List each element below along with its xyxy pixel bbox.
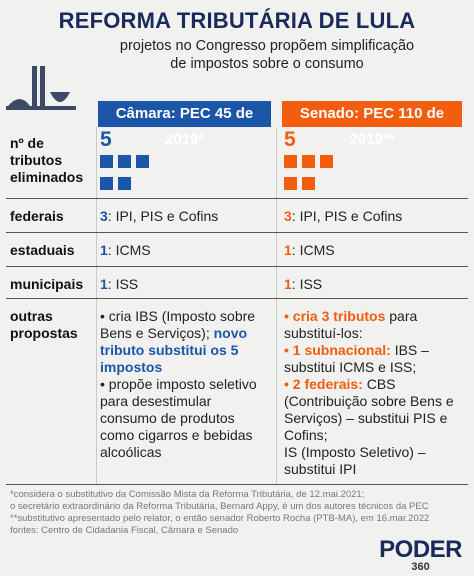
cell: • cria IBS (Imposto sobre Bens e Serviço… [100,308,270,461]
text: : ICMS [107,242,151,258]
text: • cria IBS (Imposto sobre Bens e Serviço… [100,308,256,341]
paragraph: 1: ISS [100,276,270,293]
highlight: • cria 3 tributos [284,308,386,324]
footnote: fontes: Centro de Cidadania Fiscal, Câma… [10,525,239,536]
text: : IPI, PIS e Cofins [107,208,219,224]
text: • propõe imposto seletivo para desestimu… [100,376,257,460]
divider [276,127,277,485]
count-icons [284,155,344,199]
count-square [118,177,131,190]
row-separator [6,484,468,485]
row-label: municipais [10,276,84,292]
divider [96,127,97,485]
subtitle: de impostos sobre o consumo [170,56,364,72]
subtitle: projetos no Congresso propõem simplifica… [119,38,415,54]
count-square [320,155,333,168]
congress-icon [6,66,76,110]
paragraph: 1: ICMS [284,242,464,259]
count-square [302,177,315,190]
count-square [100,177,113,190]
paragraph: • cria IBS (Imposto sobre Bens e Serviço… [100,308,270,376]
highlight: 1 [284,242,292,258]
cell: 5 [284,129,464,199]
paragraph: • 2 federais: CBS (Contribuição sobre Be… [284,376,464,444]
footnotes: *considera o substitutivo da Comissão Mi… [10,489,450,537]
paragraph: 1: ICMS [100,242,270,259]
text: : ISS [107,276,139,292]
cell: 1: ICMS [100,242,270,259]
row-label: federais [10,208,64,224]
paragraph: IS (Imposto Seletivo) – substitui IPI [284,444,464,478]
count: 5 [100,128,112,151]
count-square [136,155,149,168]
count-square [284,177,297,190]
logo-number: 360 [411,561,430,573]
cell: • cria 3 tributos para substituí-los: • 1… [284,308,464,478]
text: : ISS [291,276,323,292]
count-square [100,155,113,168]
row-separator [6,266,468,267]
paragraph: 3: IPI, PIS e Cofins [100,208,270,225]
cell: 1: ISS [100,276,270,293]
text: : IPI, PIS e Cofins [291,208,403,224]
logo-brand: PODER [379,536,462,563]
text: para substituí-los: [284,308,418,341]
highlight: 3 [284,208,292,224]
count-icons [100,155,160,199]
footnote: *considera o substitutivo da Comissão Mi… [10,489,365,500]
text: CBS (Contribuição sobre Bens e Serviços)… [284,376,454,443]
row-separator [6,198,468,199]
column-header: Senado: PEC 110 de 2019** [282,101,462,148]
cell: 5 [100,129,270,199]
row-label: nº de tributos eliminados [10,135,84,185]
highlight: novo tributo substitui os 5 impostos [100,325,248,375]
count-square [118,155,131,168]
count: 5 [284,128,296,151]
paragraph: 3: IPI, PIS e Cofins [284,208,464,225]
highlight: 1 [284,276,292,292]
footnote: o secretário extraordinário da Reforma T… [10,501,429,512]
paragraph: 1: ISS [284,276,464,293]
cell: 3: IPI, PIS e Cofins [284,208,464,225]
highlight: • 2 federais: [284,376,363,392]
column-header: Câmara: PEC 45 de 2019* [98,101,271,148]
paragraph: • cria 3 tributos para substituí-los: [284,308,464,342]
highlight: 3 [100,208,108,224]
cell: 3: IPI, PIS e Cofins [100,208,270,225]
title: REFORMA TRIBUTÁRIA DE LULA [58,8,416,33]
cell: 1: ISS [284,276,464,293]
logo: PODER 360 [379,538,462,573]
row-label: outras propostas [10,308,78,341]
highlight: 1 [100,276,108,292]
cell: 1: ICMS [284,242,464,259]
paragraph: • 1 subnacional: IBS – substitui ICMS e … [284,342,464,376]
highlight: • 1 subnacional: [284,342,391,358]
text: : ICMS [291,242,335,258]
row-label: estaduais [10,242,75,258]
count-square [302,155,315,168]
highlight: 1 [100,242,108,258]
row-separator [6,298,468,299]
footnote: **substitutivo apresentado pelo relator,… [10,513,430,524]
row-separator [6,232,468,233]
text: IBS – substitui ICMS e ISS; [284,342,429,375]
count-square [284,155,297,168]
text: IS (Imposto Seletivo) – substitui IPI [284,444,426,477]
paragraph: • propõe imposto seletivo para desestimu… [100,376,270,461]
